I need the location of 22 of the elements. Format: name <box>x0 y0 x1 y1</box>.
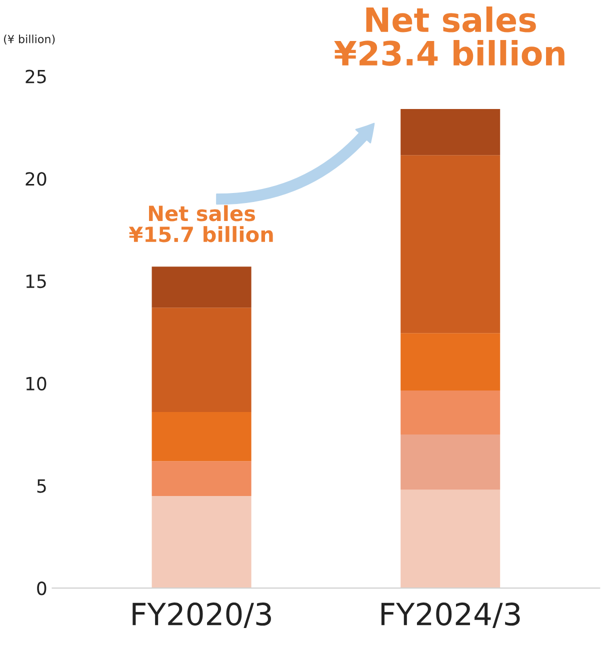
y-tick-label: 10 <box>26 376 46 390</box>
bar <box>400 390 500 435</box>
y-tick-label: 0 <box>37 582 46 596</box>
annotation: Net sales ¥23.4 billion <box>334 6 564 66</box>
x-tick-label: FY2024/3 <box>381 602 520 628</box>
bar <box>400 155 500 334</box>
bar <box>152 308 252 412</box>
bar <box>400 490 500 588</box>
bar <box>152 461 252 496</box>
annotation: Net sales ¥15.7 billion <box>128 205 273 242</box>
bar <box>400 109 500 156</box>
y-tick-label: 5 <box>37 479 46 493</box>
bar <box>400 434 500 490</box>
x-tick-label: FY2020/3 <box>132 602 271 628</box>
y-tick-label: 15 <box>26 274 46 288</box>
bar <box>400 333 500 391</box>
bar <box>152 412 252 462</box>
bar <box>152 266 252 308</box>
bar <box>152 496 252 588</box>
y-tick-label: 20 <box>26 172 46 186</box>
y-tick-label: 25 <box>26 70 46 84</box>
y-axis-title: (¥ billion) <box>4 34 55 45</box>
